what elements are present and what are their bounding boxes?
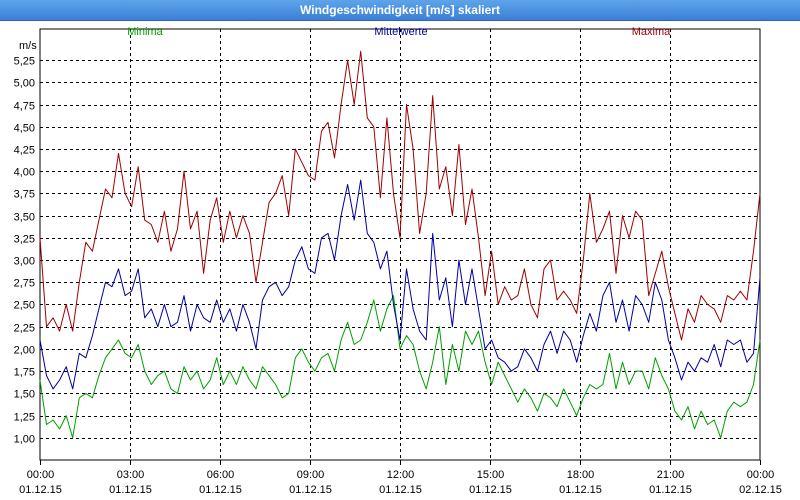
chart-title: Windgeschwindigkeit [m/s] skaliert: [300, 3, 500, 17]
x-tick-time-label: 03:00: [117, 469, 145, 481]
title-bar: Windgeschwindigkeit [m/s] skaliert: [0, 0, 800, 21]
y-tick-label: 1,00: [14, 434, 35, 446]
y-tick-label: 4,75: [14, 101, 35, 113]
y-tick-label: 5,25: [14, 56, 35, 68]
x-tick-date-label: 01.12.15: [469, 484, 512, 496]
legend-minima: Minima: [127, 26, 163, 38]
x-tick-time-label: 12:00: [387, 469, 415, 481]
wind-speed-chart: 1,00 1,25 1,50 1,75 2,00 2,25 2,50 2,75 3,00 3,25…: [14, 26, 782, 496]
x-tick-date-label: 01.12.15: [109, 484, 152, 496]
y-tick-label: 1,75: [14, 367, 35, 379]
y-tick-label: 2,50: [14, 300, 35, 312]
x-tick-time-label: 06:00: [207, 469, 235, 481]
x-tick-date-label: 01.12.15: [199, 484, 242, 496]
x-tick-time-label: 18:00: [567, 469, 595, 481]
y-tick-label: 3,75: [14, 189, 35, 201]
y-tick-label: 3,50: [14, 212, 35, 224]
y-tick-label: 4,00: [14, 167, 35, 179]
y-tick-label: 2,25: [14, 323, 35, 335]
y-tick-label: 3,25: [14, 234, 35, 246]
x-tick-time-label: 09:00: [297, 469, 325, 481]
y-tick-label: 4,25: [14, 145, 35, 157]
x-tick-date-label: 01.12.15: [19, 484, 62, 496]
y-tick-label: 5,00: [14, 78, 35, 90]
y-tick-label: 3,00: [14, 256, 35, 268]
plot-area: [39, 28, 761, 461]
x-tick-date-label: 01.12.15: [649, 484, 692, 496]
x-tick-date-label: 02.12.15: [739, 484, 782, 496]
y-tick-label: 4,50: [14, 123, 35, 135]
x-tick-time-label: 00:00: [27, 469, 55, 481]
legend-maxima: Maxima: [632, 26, 671, 38]
y-tick-label: 2,75: [14, 278, 35, 290]
series-line-mittelwerte: [39, 179, 761, 390]
y-tick-label: 2,00: [14, 345, 35, 357]
series-line-maxima: [39, 50, 761, 341]
x-tick-time-label: 15:00: [477, 469, 505, 481]
x-tick-date-label: 01.12.15: [289, 484, 332, 496]
y-axis-label: m/s: [19, 40, 37, 52]
y-tick-label: 1,25: [14, 412, 35, 424]
x-tick-time-label: 21:00: [657, 469, 685, 481]
x-tick-date-label: 01.12.15: [559, 484, 602, 496]
series-line-minima: [39, 295, 761, 439]
legend-mittelwerte: Mittelwerte: [374, 26, 427, 38]
x-tick-date-label: 01.12.15: [379, 484, 422, 496]
x-tick-time-label: 00:00: [747, 469, 775, 481]
y-tick-label: 1,50: [14, 389, 35, 401]
